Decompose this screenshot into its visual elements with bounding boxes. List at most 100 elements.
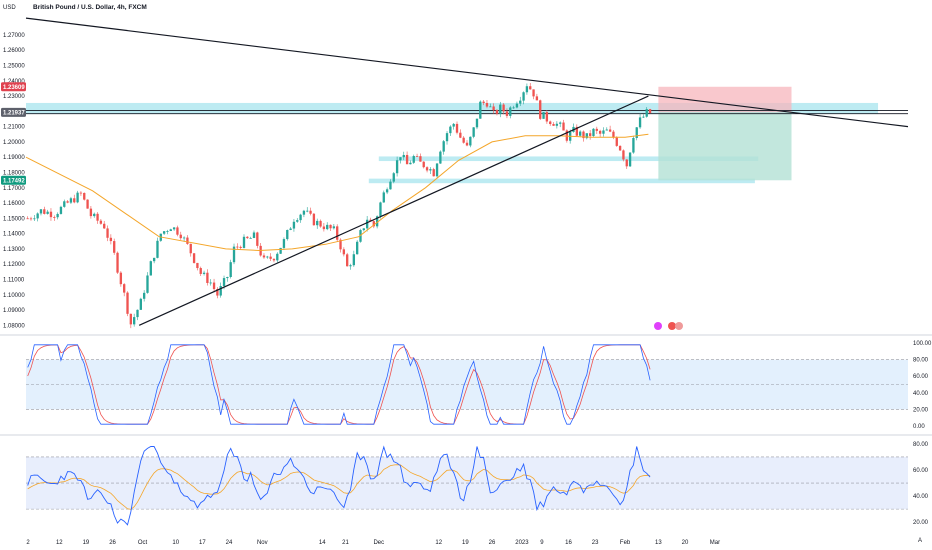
candle[interactable] xyxy=(116,252,119,273)
candle[interactable] xyxy=(309,210,312,214)
candle[interactable] xyxy=(432,169,435,177)
candle[interactable] xyxy=(73,198,76,203)
candle[interactable] xyxy=(96,213,99,221)
candle[interactable] xyxy=(29,218,33,220)
candle[interactable] xyxy=(272,258,276,261)
stop-loss-area[interactable] xyxy=(658,86,792,113)
candle[interactable] xyxy=(402,154,405,158)
candle[interactable] xyxy=(256,232,259,246)
candle[interactable] xyxy=(475,118,479,128)
flash-icon[interactable] xyxy=(654,322,662,330)
candle[interactable] xyxy=(425,167,429,171)
candle[interactable] xyxy=(182,237,186,239)
candle[interactable] xyxy=(412,156,415,163)
candle[interactable] xyxy=(252,232,256,238)
candle[interactable] xyxy=(435,163,439,177)
candle[interactable] xyxy=(123,284,126,293)
candle[interactable] xyxy=(306,210,309,212)
candle[interactable] xyxy=(236,246,239,248)
candle[interactable] xyxy=(49,211,53,218)
candle[interactable] xyxy=(469,136,472,146)
candle[interactable] xyxy=(319,220,322,227)
flag-icon[interactable] xyxy=(675,322,683,330)
candle[interactable] xyxy=(276,253,279,261)
candle[interactable] xyxy=(382,192,385,203)
main-price-pane[interactable] xyxy=(25,17,909,329)
candle[interactable] xyxy=(106,228,109,238)
candle[interactable] xyxy=(232,246,236,263)
candle[interactable] xyxy=(269,256,272,259)
candle[interactable] xyxy=(519,100,522,104)
candle[interactable] xyxy=(482,101,485,103)
candle[interactable] xyxy=(26,218,29,220)
candle[interactable] xyxy=(99,220,103,224)
candle[interactable] xyxy=(113,241,116,253)
candle[interactable] xyxy=(648,109,652,114)
candle[interactable] xyxy=(342,249,346,255)
stochastic-pane[interactable] xyxy=(26,344,908,425)
candle[interactable] xyxy=(219,286,222,296)
candle[interactable] xyxy=(76,192,79,203)
candle[interactable] xyxy=(489,106,492,108)
candle[interactable] xyxy=(136,309,139,318)
candle[interactable] xyxy=(36,213,39,219)
candle[interactable] xyxy=(312,213,316,226)
candle[interactable] xyxy=(226,276,229,279)
candle[interactable] xyxy=(379,202,382,217)
candle[interactable] xyxy=(362,228,365,231)
candle[interactable] xyxy=(462,137,465,143)
candle[interactable] xyxy=(242,236,246,248)
candle[interactable] xyxy=(103,223,106,229)
candle[interactable] xyxy=(166,231,169,232)
candle[interactable] xyxy=(206,272,209,283)
candle[interactable] xyxy=(93,213,96,217)
candle[interactable] xyxy=(186,237,189,244)
candle[interactable] xyxy=(472,127,475,137)
candle[interactable] xyxy=(216,289,219,296)
candle[interactable] xyxy=(142,292,146,299)
candle[interactable] xyxy=(375,216,379,227)
candle[interactable] xyxy=(202,272,206,274)
flag-icon[interactable] xyxy=(668,322,676,330)
candle[interactable] xyxy=(316,220,319,226)
candle[interactable] xyxy=(199,268,202,274)
candle[interactable] xyxy=(549,121,552,125)
candle[interactable] xyxy=(559,122,562,124)
candle[interactable] xyxy=(409,162,412,165)
candle[interactable] xyxy=(189,243,192,254)
candle[interactable] xyxy=(632,138,635,153)
candle[interactable] xyxy=(149,261,152,276)
candle[interactable] xyxy=(156,240,159,258)
candle[interactable] xyxy=(505,111,509,116)
candle[interactable] xyxy=(605,129,608,131)
candle[interactable] xyxy=(69,198,73,203)
candle[interactable] xyxy=(465,142,469,146)
candle[interactable] xyxy=(169,229,172,232)
candle[interactable] xyxy=(515,103,519,108)
candle[interactable] xyxy=(66,201,69,203)
candle[interactable] xyxy=(509,107,512,116)
candle[interactable] xyxy=(645,109,648,117)
candle[interactable] xyxy=(176,227,179,235)
candle[interactable] xyxy=(512,107,515,109)
candle[interactable] xyxy=(56,213,59,218)
candle[interactable] xyxy=(595,128,598,131)
candle[interactable] xyxy=(302,210,306,215)
candle[interactable] xyxy=(346,254,349,267)
candle[interactable] xyxy=(479,101,482,119)
candle[interactable] xyxy=(332,226,336,229)
candle[interactable] xyxy=(532,89,535,97)
candle[interactable] xyxy=(126,292,129,314)
candle[interactable] xyxy=(352,254,356,266)
candle[interactable] xyxy=(419,156,422,162)
candle[interactable] xyxy=(133,317,136,325)
rsi-pane[interactable] xyxy=(26,445,908,526)
candle[interactable] xyxy=(322,226,326,230)
candle[interactable] xyxy=(598,130,602,134)
candle[interactable] xyxy=(296,220,299,222)
candle[interactable] xyxy=(349,265,352,267)
candle[interactable] xyxy=(83,192,86,200)
candle[interactable] xyxy=(635,127,638,139)
candle[interactable] xyxy=(369,219,372,222)
candle[interactable] xyxy=(246,236,249,239)
